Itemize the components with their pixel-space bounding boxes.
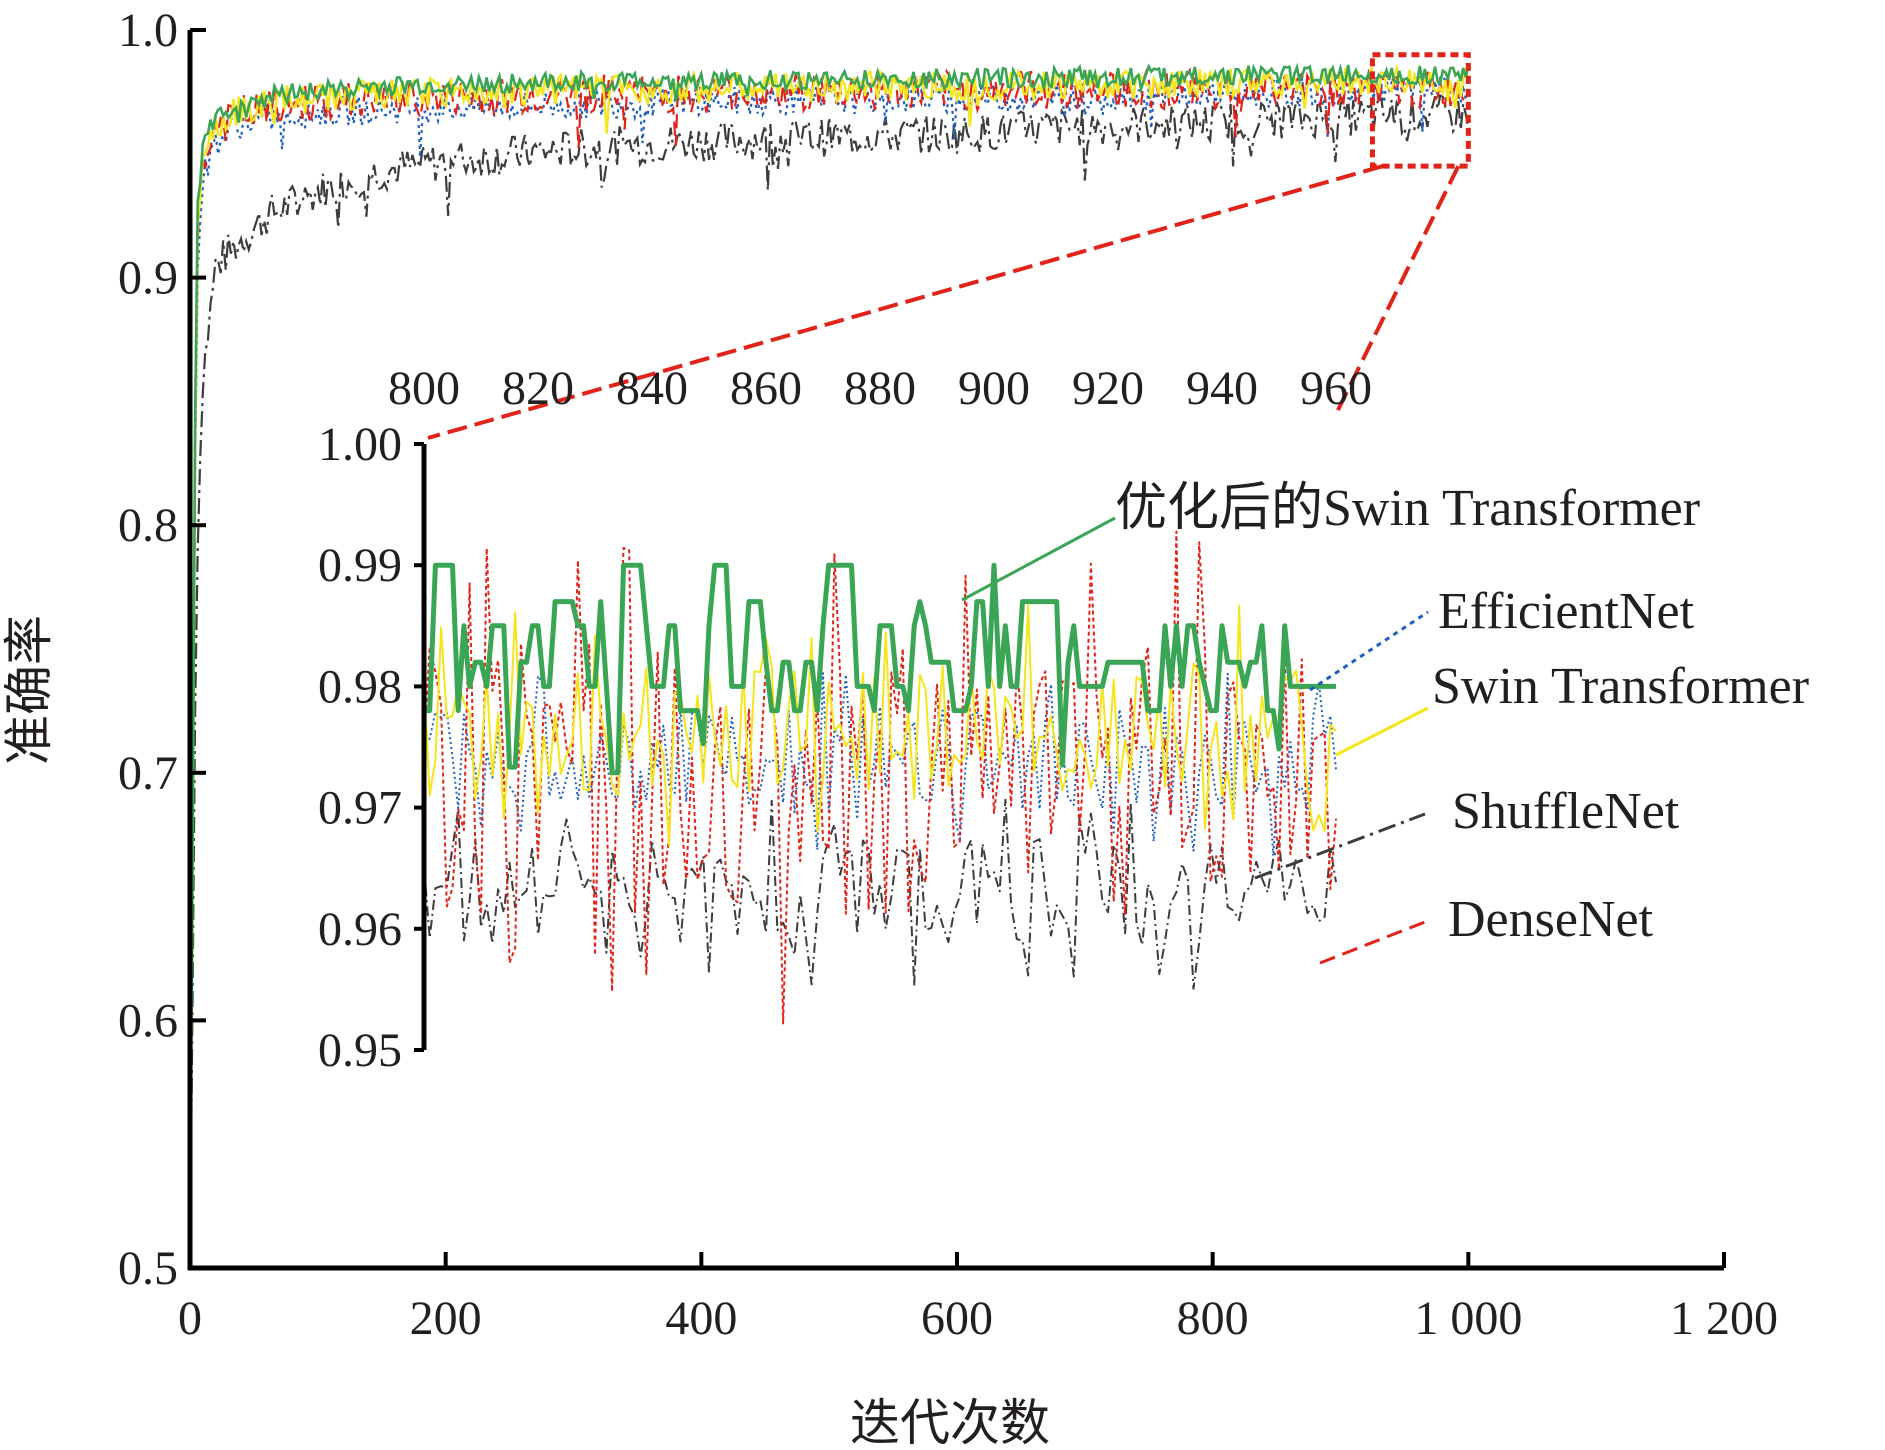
- main-y-tick-label: 1.0: [118, 4, 178, 57]
- legend-entry-efficientnet: EfficientNet: [1309, 583, 1695, 692]
- main-series-shufflenet: [188, 93, 1470, 1269]
- main-y-tick-label: 0.5: [118, 1242, 178, 1295]
- main-y-tick-label: 0.8: [118, 499, 178, 552]
- legend-entry-swin: Swin Transformer: [1335, 658, 1809, 757]
- inset-x-tick-label: 900: [958, 362, 1030, 415]
- inset-x-tick-label: 860: [730, 362, 802, 415]
- main-x-tick-label: 400: [665, 1292, 737, 1345]
- legend-leader-optswin: [961, 516, 1116, 602]
- legend-label-shufflenet: ShuffleNet: [1452, 783, 1680, 840]
- legend-label-optswin: 优化后的Swin Transformer: [1115, 480, 1700, 537]
- inset-y-tick-label: 1.00: [318, 418, 402, 471]
- main-y-tick-label: 0.9: [118, 252, 178, 305]
- zoom-leader-right: [1334, 165, 1461, 415]
- inset-x-tick-label: 880: [844, 362, 916, 415]
- inset-series-shufflenet: [423, 798, 1337, 990]
- legend: 优化后的Swin Transformer EfficientNet Swin T…: [961, 480, 1809, 965]
- main-y-tick-label: 0.6: [118, 994, 178, 1047]
- main-x-tick-label: 1 000: [1414, 1292, 1522, 1345]
- legend-label-swin: Swin Transformer: [1432, 658, 1809, 715]
- main-y-tick-label: 0.7: [118, 747, 178, 800]
- inset-series-swin: [423, 604, 1337, 847]
- zoom-box: [1369, 52, 1471, 169]
- inset-x-tick-label: 920: [1072, 362, 1144, 415]
- inset-series-densenet: [423, 530, 1337, 1025]
- inset-x-tick-label: 800: [388, 362, 460, 415]
- zoom-leader-left: [427, 164, 1384, 440]
- main-x-tick-label: 800: [1177, 1292, 1249, 1345]
- inset-y-tick-label: 0.99: [318, 539, 402, 592]
- inset-x-tick-label: 940: [1186, 362, 1258, 415]
- x-axis-title: 迭代次数: [850, 1394, 1050, 1450]
- inset-x-tick-label: 820: [502, 362, 574, 415]
- main-x-tick-label: 600: [921, 1292, 993, 1345]
- y-axis-title: 准确率: [0, 615, 58, 765]
- legend-label-densenet: DenseNet: [1448, 891, 1654, 948]
- inset-series-optswin: [424, 562, 1336, 776]
- inset-y-tick-label: 0.95: [318, 1024, 402, 1077]
- inset-y-tick-label: 0.98: [318, 660, 402, 713]
- inset-x-tick-label: 960: [1300, 362, 1372, 415]
- legend-entry-shufflenet: ShuffleNet: [1254, 783, 1680, 880]
- main-x-tick-label: 1 200: [1670, 1292, 1778, 1345]
- legend-leader-swin: [1335, 706, 1429, 757]
- legend-entry-densenet: DenseNet: [1319, 891, 1654, 965]
- legend-leader-shufflenet: [1254, 812, 1426, 880]
- legend-leader-densenet: [1319, 918, 1431, 965]
- inset-x-tick-label: 840: [616, 362, 688, 415]
- inset-y-tick-label: 0.96: [318, 903, 402, 956]
- inset-y-tick-label: 0.97: [318, 782, 402, 835]
- zoom-indicator: [427, 52, 1471, 440]
- legend-leader-efficientnet: [1309, 610, 1429, 692]
- main-x-tick-label: 0: [178, 1292, 202, 1345]
- main-plot: 0 200 400 600 800 1 000 1 200 0.5 0.6 0.7 0.8 0.9 1.…: [118, 4, 1778, 1345]
- legend-label-efficientnet: EfficientNet: [1438, 583, 1695, 640]
- main-series-efficientnet: [188, 73, 1470, 1269]
- main-x-tick-label: 200: [410, 1292, 482, 1345]
- main-series-optswin: [188, 62, 1470, 1269]
- legend-entry-optswin: 优化后的Swin Transformer: [961, 480, 1700, 602]
